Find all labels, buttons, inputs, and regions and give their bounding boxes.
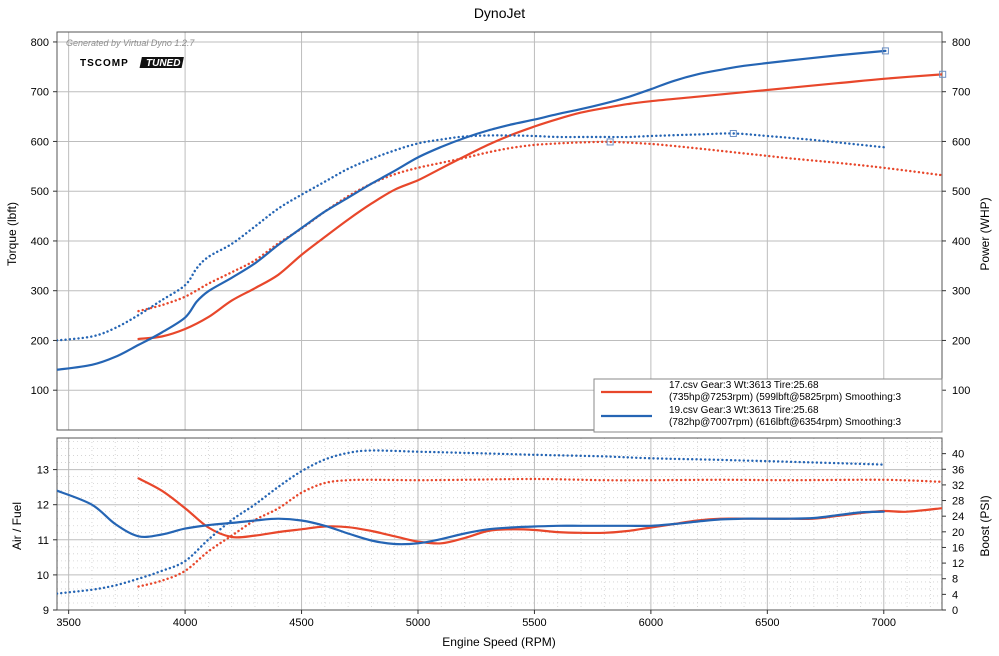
peak-marker [729, 129, 737, 137]
bottom-right-axis-title: Boost (PSI) [978, 495, 992, 556]
top-y-tick-label: 100 [31, 385, 49, 397]
top-y-tick-label: 500 [31, 186, 49, 198]
bottom-y-right-tick-label: 36 [952, 464, 964, 476]
bottom-y-right-tick-label: 12 [952, 558, 964, 570]
top-y-tick-label: 700 [31, 87, 49, 99]
logo-right-text: TUNED [146, 58, 180, 69]
bottom-y-right-tick-label: 20 [952, 527, 964, 539]
legend: 17.csv Gear:3 Wt:3613 Tire:25.68 (735hp@… [593, 378, 943, 433]
logo-badge [139, 57, 184, 68]
bottom-y-right-tick-label: 28 [952, 496, 964, 508]
series-17-power-line [137, 73, 942, 341]
chart-title: DynoJet [474, 5, 525, 21]
bottom-y-right-tick-label: 8 [952, 574, 958, 586]
peak-marker [606, 138, 614, 146]
afr-boost-panel: 9 10 11 12 13 0 4 8 12 16 20 24 28 32 36 40 3500 4000 4500… [37, 437, 964, 629]
legend-box [593, 378, 943, 433]
logo-left-text: TSCOMP [80, 58, 129, 69]
bottom-y-right-tick-label: 32 [952, 480, 964, 492]
x-tick-label: 4000 [173, 617, 197, 629]
bottom-y-tick-label: 12 [37, 500, 49, 512]
legend-17-line2: (735hp@7253rpm) (599lbft@5825rpm) Smooth… [669, 392, 902, 403]
bottom-y-right-tick-label: 16 [952, 542, 964, 554]
top-y-right-tick-label: 700 [952, 87, 970, 99]
series-17-torque-line [137, 140, 942, 313]
series-17-boost-line [137, 477, 942, 588]
peak-marker [939, 70, 947, 78]
tscomp-logo: TSCOMP TUNED [80, 57, 184, 69]
top-y-right-tick-label: 800 [952, 37, 970, 49]
bottom-y-right-tick-label: 4 [952, 589, 958, 601]
x-tick-label: 5000 [406, 617, 430, 629]
bottom-y-tick-label: 9 [43, 605, 49, 617]
series-19-boost-line [57, 449, 885, 595]
x-tick-label: 4500 [289, 617, 313, 629]
top-right-axis-title: Power (WHP) [978, 197, 992, 270]
bottom-y-right-tick-label: 40 [952, 449, 964, 461]
bottom-y-tick-label: 10 [37, 570, 49, 582]
bottom-y-right-tick-label: 0 [952, 605, 958, 617]
bottom-y-tick-label: 13 [37, 465, 49, 477]
top-y-tick-label: 300 [31, 286, 49, 298]
x-tick-label: 7000 [872, 617, 896, 629]
top-y-right-tick-label: 300 [952, 286, 970, 298]
top-plot-frame [56, 31, 943, 431]
top-y-tick-label: 600 [31, 136, 49, 148]
legend-19-line1: 19.csv Gear:3 Wt:3613 Tire:25.68 [669, 405, 819, 416]
legend-19-line2: (782hp@7007rpm) (616lbft@6354rpm) Smooth… [669, 417, 902, 428]
bottom-plot-frame [56, 437, 943, 611]
top-y-right-tick-label: 400 [952, 236, 970, 248]
x-tick-label: 6500 [755, 617, 779, 629]
top-y-tick-label: 400 [31, 236, 49, 248]
x-tick-label: 5500 [522, 617, 546, 629]
bottom-y-tick-label: 11 [38, 535, 49, 547]
top-y-right-tick-label: 100 [952, 385, 970, 397]
legend-17-line1: 17.csv Gear:3 Wt:3613 Tire:25.68 [669, 380, 819, 391]
x-tick-label: 3500 [56, 617, 80, 629]
bottom-y-right-tick-label: 24 [952, 511, 964, 523]
torque-power-panel: 100 200 300 400 500 600 700 800 100 200 300 400 500 6… [31, 31, 970, 431]
series-19-torque-line [57, 132, 887, 342]
top-y-right-tick-label: 500 [952, 186, 970, 198]
x-tick-label: 6000 [639, 617, 663, 629]
watermark: Generated by Virtual Dyno 1.2.7 [66, 38, 195, 48]
top-y-right-tick-label: 200 [952, 335, 970, 347]
top-y-right-tick-label: 600 [952, 136, 970, 148]
series-19-air-fuel-line [57, 489, 885, 546]
top-y-tick-label: 800 [31, 37, 49, 49]
x-axis-title: Engine Speed (RPM) [442, 635, 555, 649]
peak-marker [881, 47, 889, 55]
series-19-power-line [57, 49, 887, 371]
bottom-left-axis-title: Air / Fuel [10, 502, 24, 550]
top-y-tick-label: 200 [31, 335, 49, 347]
top-left-axis-title: Torque (lbft) [5, 202, 19, 266]
